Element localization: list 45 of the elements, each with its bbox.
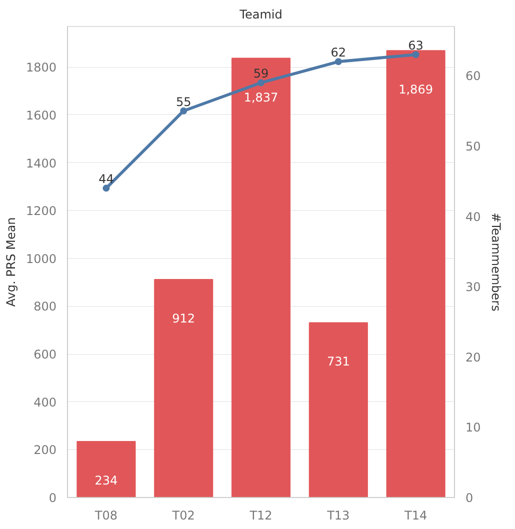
point xyxy=(102,184,110,192)
point xyxy=(180,107,188,114)
y-tick-label: 400 xyxy=(34,395,56,410)
point xyxy=(334,58,342,66)
y-axis-title: Avg. PRS Mean xyxy=(4,217,18,307)
bar xyxy=(231,58,291,498)
data-label: 1,837 xyxy=(244,90,278,104)
y2-tick-label: 10 xyxy=(466,420,481,435)
y-tick-label: 1400 xyxy=(26,156,57,170)
y2-tick-label: 30 xyxy=(466,280,481,294)
y-tick-label: 1000 xyxy=(26,252,57,266)
data-label: 62 xyxy=(330,46,346,60)
data-label: 912 xyxy=(172,311,196,326)
y2-tick-label: 0 xyxy=(466,491,474,505)
x-tick-label: T12 xyxy=(248,508,272,522)
data-label: 1,869 xyxy=(398,82,433,97)
y-tick-label: 1600 xyxy=(26,108,57,122)
data-label: 44 xyxy=(98,172,114,186)
data-label: 55 xyxy=(176,94,192,109)
y-tick-label: 600 xyxy=(34,348,56,362)
data-label: 59 xyxy=(253,66,269,81)
point xyxy=(412,51,420,58)
x-tick-label: T13 xyxy=(326,508,350,522)
data-label: 731 xyxy=(326,354,350,369)
chart-title: Teamid xyxy=(238,8,282,22)
y-tick-label: 200 xyxy=(34,443,56,458)
y2-tick-label: 20 xyxy=(466,350,481,364)
y-tick-label: 1800 xyxy=(26,60,57,75)
y-tick-label: 800 xyxy=(34,300,56,314)
x-tick-label: T08 xyxy=(94,508,118,522)
bar xyxy=(386,50,446,498)
y2-axis-title: #Teammembers xyxy=(488,212,503,312)
x-tick-label: T02 xyxy=(171,508,195,522)
x-tick-label: T14 xyxy=(404,508,428,522)
y2-tick-label: 50 xyxy=(466,140,481,154)
y2-tick-label: 60 xyxy=(466,69,481,84)
bar xyxy=(154,278,214,498)
y-tick-label: 0 xyxy=(48,491,57,505)
y2-tick-label: 40 xyxy=(466,210,481,224)
point xyxy=(258,79,264,86)
data-label: 234 xyxy=(94,474,118,488)
bar xyxy=(308,322,368,498)
bar xyxy=(76,441,136,498)
y-tick-label: 1200 xyxy=(26,204,57,218)
data-label: 63 xyxy=(408,38,424,53)
